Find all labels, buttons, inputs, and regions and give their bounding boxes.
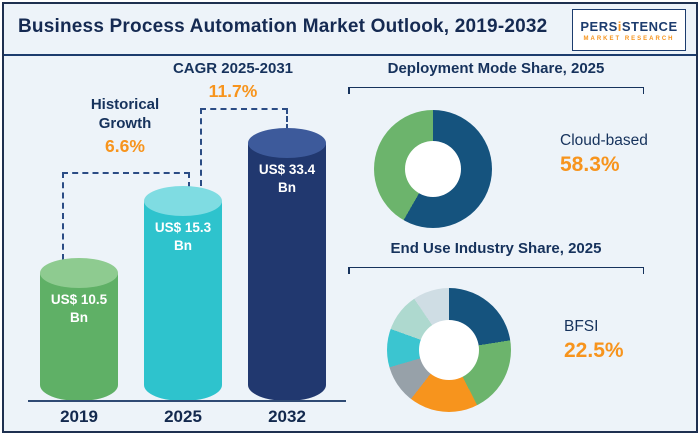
brand-logo: PERSiSTENCE MARKET RESEARCH <box>572 9 686 51</box>
x-axis-line <box>28 400 346 402</box>
bar-cylinder-cap <box>144 186 222 216</box>
bar-value-label: US$ 10.5 Bn <box>50 292 108 325</box>
dashed-connector-segment <box>200 108 288 110</box>
bar-2032: US$ 33.4 Bn <box>248 128 326 401</box>
brand-name-accent-i: i <box>617 18 622 34</box>
deployment-callout: Cloud-based 58.3% <box>560 132 648 177</box>
brand-name-part1: PERS <box>580 18 618 34</box>
annotation-value: 11.7% <box>208 80 258 101</box>
dashed-connector-segment <box>62 172 64 260</box>
callout-value: 58.3% <box>560 153 620 176</box>
dashed-connector-segment <box>200 108 202 186</box>
annotation-value: 6.6% <box>105 135 145 156</box>
callout-label: Cloud-based <box>560 132 648 149</box>
axis-label-2019: 2019 <box>60 407 98 426</box>
dashed-connector-segment <box>62 172 190 174</box>
annotation-label: CAGR 2025-2031 <box>172 60 294 77</box>
bar-cylinder-cap <box>248 128 326 158</box>
bar-value-label: US$ 33.4 Bn <box>258 162 316 195</box>
bar-value-label: US$ 15.3 Bn <box>154 220 212 253</box>
dashed-connector-segment <box>188 172 190 188</box>
annotation-label: Historical Growth <box>90 96 160 132</box>
bar-2025: US$ 15.3 Bn <box>144 186 222 401</box>
deployment-section-title: Deployment Mode Share, 2025 <box>348 60 644 94</box>
callout-value: 22.5% <box>564 339 624 362</box>
cagr-annotation: CAGR 2025-2031 11.7% <box>169 60 297 102</box>
deployment-donut-chart <box>374 110 492 228</box>
historical-growth-annotation: Historical Growth 6.6% <box>66 96 184 157</box>
end-use-callout: BFSI 22.5% <box>564 318 624 363</box>
brand-name: PERSiSTENCE <box>580 19 677 34</box>
axis-label-2032: 2032 <box>268 407 306 426</box>
axis-label-2025: 2025 <box>164 407 202 426</box>
callout-label: BFSI <box>564 318 599 335</box>
brand-tagline: MARKET RESEARCH <box>583 35 675 42</box>
bar-cylinder-cap <box>40 258 118 288</box>
page-title: Business Process Automation Market Outlo… <box>18 16 548 37</box>
end-use-section-title: End Use Industry Share, 2025 <box>348 240 644 274</box>
header-divider <box>4 54 696 56</box>
bar-2019: US$ 10.5 Bn <box>40 258 118 401</box>
brand-name-part3: STENCE <box>621 18 678 34</box>
end-use-donut-chart <box>387 288 511 412</box>
dashed-connector-segment <box>286 108 288 130</box>
